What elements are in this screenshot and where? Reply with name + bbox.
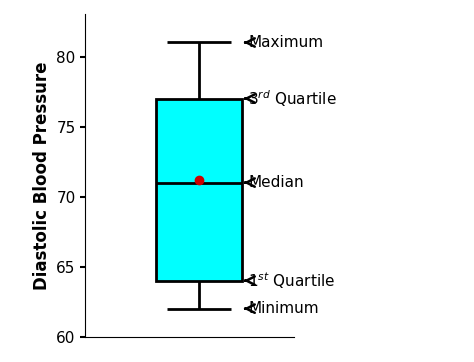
Bar: [156, 98, 242, 281]
Text: 1$^{st}$ Quartile: 1$^{st}$ Quartile: [245, 270, 336, 291]
Text: Maximum: Maximum: [245, 35, 323, 50]
Text: 3$^{rd}$ Quartile: 3$^{rd}$ Quartile: [245, 88, 337, 109]
Y-axis label: Diastolic Blood Pressure: Diastolic Blood Pressure: [33, 61, 51, 290]
Text: Minimum: Minimum: [245, 301, 319, 316]
Text: Median: Median: [245, 175, 304, 190]
